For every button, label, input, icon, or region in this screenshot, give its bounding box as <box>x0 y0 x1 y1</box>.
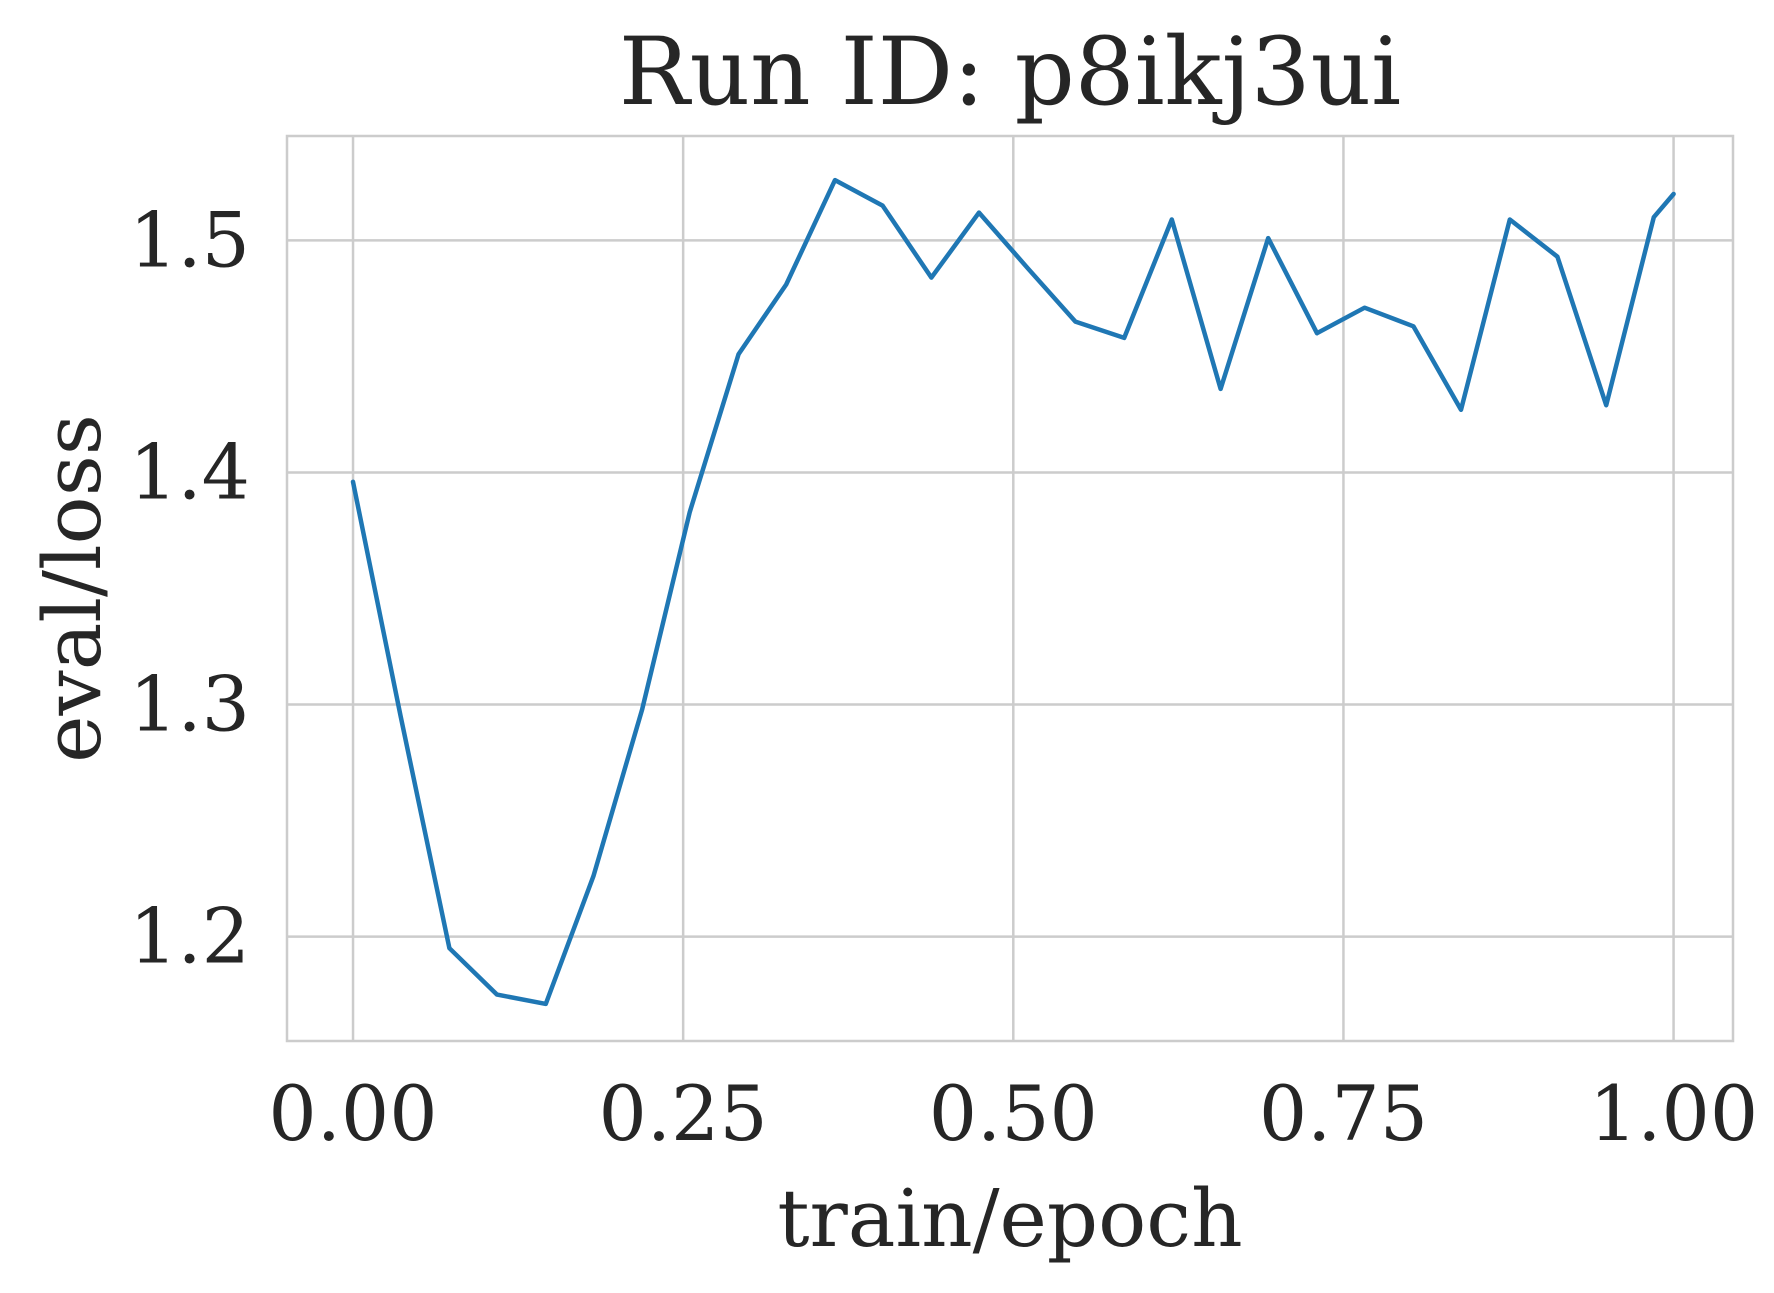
y-tick-labels: 1.2 1.3 1.4 1.5 <box>129 195 250 980</box>
chart-title: Run ID: p8ikj3ui <box>619 18 1401 127</box>
grid-lines <box>287 136 1733 1041</box>
x-tick-label: 1.00 <box>1589 1069 1758 1158</box>
x-tick-labels: 0.00 0.25 0.50 0.75 1.00 <box>268 1069 1758 1158</box>
x-tick-label: 0.50 <box>929 1069 1098 1158</box>
y-tick-label: 1.3 <box>129 660 250 749</box>
y-axis-label: eval/loss <box>26 414 119 763</box>
plot-area-frame <box>285 134 1735 1043</box>
x-tick-label: 0.25 <box>599 1069 768 1158</box>
series-layer <box>350 177 1676 1007</box>
y-tick-label: 1.5 <box>129 195 250 284</box>
x-tick-label: 0.75 <box>1259 1069 1428 1158</box>
series-line <box>350 177 1676 1007</box>
x-tick-label: 0.00 <box>268 1069 437 1158</box>
y-tick-label: 1.4 <box>129 427 250 516</box>
x-axis-label: train/epoch <box>777 1172 1242 1265</box>
y-tick-label: 1.2 <box>129 892 250 981</box>
